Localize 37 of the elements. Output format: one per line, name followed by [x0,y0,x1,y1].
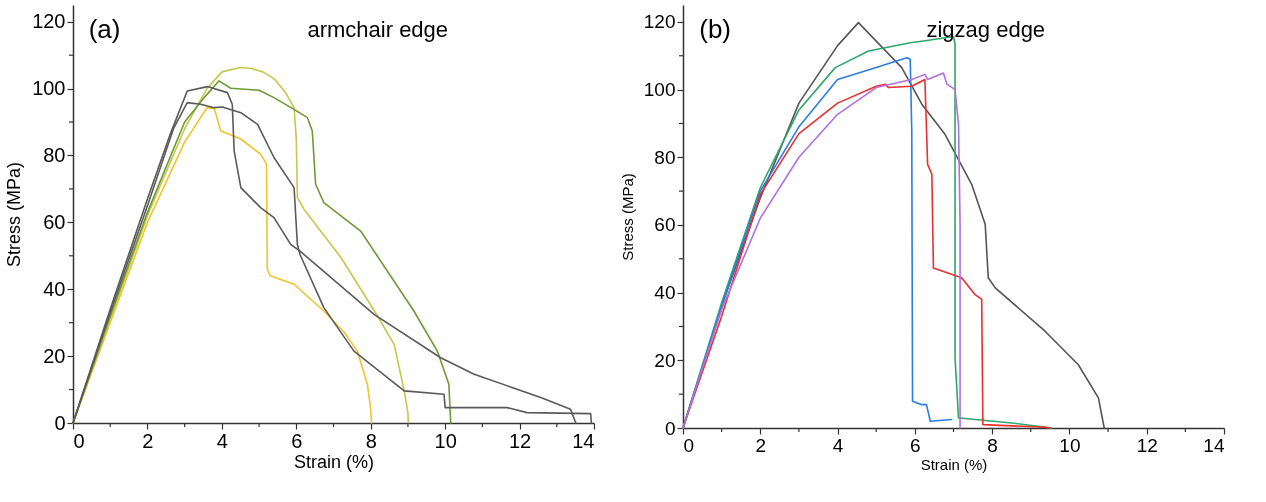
y-tick-label: 100 [643,79,676,101]
y-tick-label: 100 [32,77,66,100]
x-tick-label: 6 [910,434,921,456]
x-tick-label: 8 [365,429,377,452]
y-axis-title: Stress (MPa) [4,161,25,268]
y-tick-label: 40 [43,277,66,300]
y-tick-label: 40 [654,282,676,304]
y-tick-label: 60 [43,210,66,233]
x-tick-label: 6 [291,429,303,452]
x-tick-label: 14 [1203,434,1225,456]
x-axis-title: Strain (%) [920,455,988,473]
x-tick-label: 14 [572,429,595,452]
y-tick-label: 80 [654,146,676,168]
x-tick-label: 2 [755,434,767,456]
y-tick-label: 20 [654,349,676,371]
y-tick-label: 120 [643,11,676,33]
x-tick-label: 10 [434,429,457,452]
x-tick-label: 12 [1136,434,1158,456]
x-tick-label: 8 [987,434,998,456]
annotation: armchair edge [307,17,449,43]
y-tick-label: 120 [32,10,66,33]
y-axis-title: Stress (MPa) [618,173,636,261]
x-tick-label: 12 [508,429,532,452]
x-tick-label: 10 [1059,434,1081,456]
x-tick-label: 0 [683,434,695,456]
annotation: zigzag edge [926,17,1046,43]
x-tick-label: 0 [73,429,85,452]
y-tick-label: 0 [54,411,66,434]
x-tick-label: 4 [832,434,844,456]
y-tick-label: 60 [654,214,676,236]
x-tick-label: 4 [216,429,228,452]
annotation: (a) [88,14,121,45]
x-tick-label: 2 [142,429,154,452]
annotation: (b) [699,14,732,45]
x-axis-title: Strain (%) [293,451,375,472]
y-tick-label: 20 [43,344,66,367]
y-tick-label: 80 [43,143,66,166]
